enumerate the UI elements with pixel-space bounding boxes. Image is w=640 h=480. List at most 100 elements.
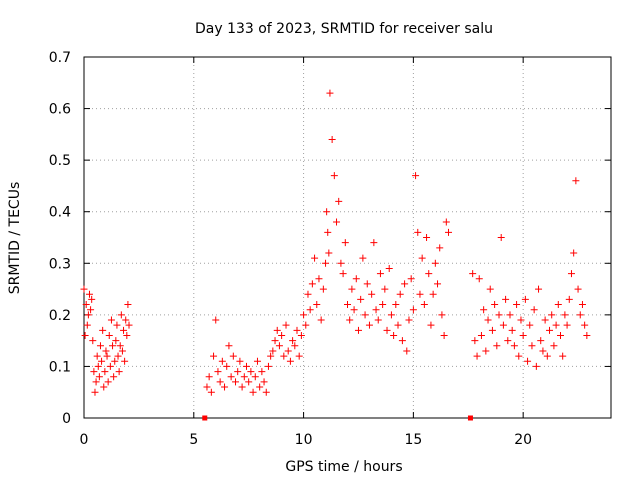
- axes: 0 0.1 0.2 0.3 0.4 0.5 0.6 0.7 0 5 10 15 20: [49, 50, 612, 448]
- data-point: [477, 331, 485, 339]
- data-point: [218, 357, 226, 365]
- data-point: [223, 362, 231, 370]
- data-point: [381, 285, 389, 293]
- data-point: [240, 373, 248, 381]
- data-point: [121, 357, 129, 365]
- data-point: [293, 326, 301, 334]
- data-point: [94, 362, 102, 370]
- data-point: [418, 254, 426, 262]
- data-point: [242, 362, 250, 370]
- data-point: [480, 306, 488, 314]
- x-tick-label: 0: [80, 432, 89, 448]
- data-point: [286, 357, 294, 365]
- data-point: [535, 285, 543, 293]
- data-point: [87, 306, 95, 314]
- data-point: [427, 321, 435, 329]
- data-point: [83, 321, 91, 329]
- data-point: [376, 270, 384, 278]
- data-point: [214, 368, 222, 376]
- data-point: [88, 295, 96, 303]
- zero-marker: [467, 415, 473, 421]
- data-point: [221, 383, 229, 391]
- data-point: [123, 331, 131, 339]
- data-point: [546, 326, 554, 334]
- data-point: [325, 249, 333, 257]
- data-point: [561, 311, 569, 319]
- data-point: [262, 388, 270, 396]
- y-tick-label: 0.4: [49, 205, 71, 221]
- data-point: [115, 368, 123, 376]
- data-point: [84, 311, 92, 319]
- data-point: [572, 177, 580, 185]
- data-point: [122, 316, 130, 324]
- data-point: [473, 352, 481, 360]
- data-point: [234, 368, 242, 376]
- data-point: [260, 378, 268, 386]
- data-point: [567, 270, 575, 278]
- data-point: [278, 331, 286, 339]
- data-point: [339, 270, 347, 278]
- data-point: [526, 321, 534, 329]
- data-point: [319, 285, 327, 293]
- data-point: [532, 362, 540, 370]
- data-point: [295, 352, 303, 360]
- data-point: [440, 331, 448, 339]
- y-tick-label: 0.3: [49, 256, 71, 272]
- data-point: [322, 259, 330, 267]
- y-tick-label: 0.2: [49, 308, 71, 324]
- data-point: [308, 280, 316, 288]
- data-point: [412, 172, 420, 180]
- data-point: [471, 337, 479, 345]
- x-tick-label: 15: [404, 432, 422, 448]
- data-point: [486, 285, 494, 293]
- data-point: [85, 290, 93, 298]
- data-point: [341, 239, 349, 247]
- data-point: [207, 388, 215, 396]
- data-point: [442, 218, 450, 226]
- data-point: [280, 352, 288, 360]
- data-point: [409, 306, 417, 314]
- data-point: [499, 321, 507, 329]
- data-point: [229, 352, 237, 360]
- data-point: [385, 264, 393, 272]
- data-point: [80, 285, 88, 293]
- data-point: [205, 373, 213, 381]
- data-point: [383, 326, 391, 334]
- data-point: [112, 337, 120, 345]
- data-point: [502, 295, 510, 303]
- data-point: [552, 321, 560, 329]
- data-point: [93, 352, 101, 360]
- data-point: [484, 316, 492, 324]
- data-point: [583, 331, 591, 339]
- data-point: [306, 306, 314, 314]
- data-point: [352, 275, 360, 283]
- data-point: [104, 378, 112, 386]
- data-point: [311, 254, 319, 262]
- data-point: [333, 218, 341, 226]
- data-point: [423, 234, 431, 241]
- data-point: [401, 280, 409, 288]
- x-tick-label: 10: [295, 432, 313, 448]
- data-point: [438, 311, 446, 319]
- data-point: [304, 290, 312, 298]
- data-point: [506, 311, 514, 319]
- data-point: [82, 301, 90, 309]
- data-point: [578, 301, 586, 309]
- data-point: [100, 383, 108, 391]
- data-point: [247, 368, 255, 376]
- data-point: [363, 280, 371, 288]
- data-point: [253, 357, 261, 365]
- data-point: [90, 368, 98, 376]
- y-axis-title: SRMTID / TECUs: [7, 182, 23, 295]
- data-point: [372, 306, 380, 314]
- data-point: [99, 326, 107, 334]
- data-point: [102, 347, 110, 355]
- data-point: [238, 383, 246, 391]
- data-point: [405, 316, 413, 324]
- data-point: [556, 331, 564, 339]
- data-point: [361, 311, 369, 319]
- data-point: [482, 347, 490, 355]
- data-point: [550, 342, 558, 350]
- data-point: [275, 342, 283, 350]
